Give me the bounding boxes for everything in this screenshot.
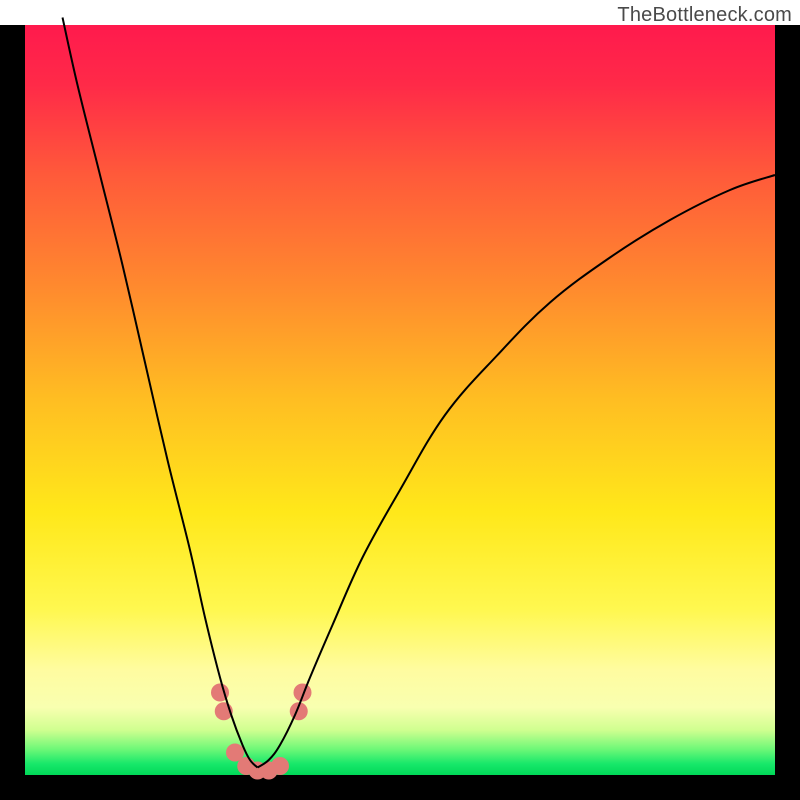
curve-layer xyxy=(25,25,775,775)
frame-border-left xyxy=(0,25,25,800)
plot-area xyxy=(25,25,775,775)
bottleneck-curve-left xyxy=(63,18,258,768)
frame-border-right xyxy=(775,25,800,800)
figure-root: TheBottleneck.com xyxy=(0,0,800,800)
watermark-text: TheBottleneck.com xyxy=(617,4,792,27)
bottleneck-curve-right xyxy=(258,175,776,768)
frame-border-bottom xyxy=(0,775,800,800)
data-marker xyxy=(271,757,289,775)
